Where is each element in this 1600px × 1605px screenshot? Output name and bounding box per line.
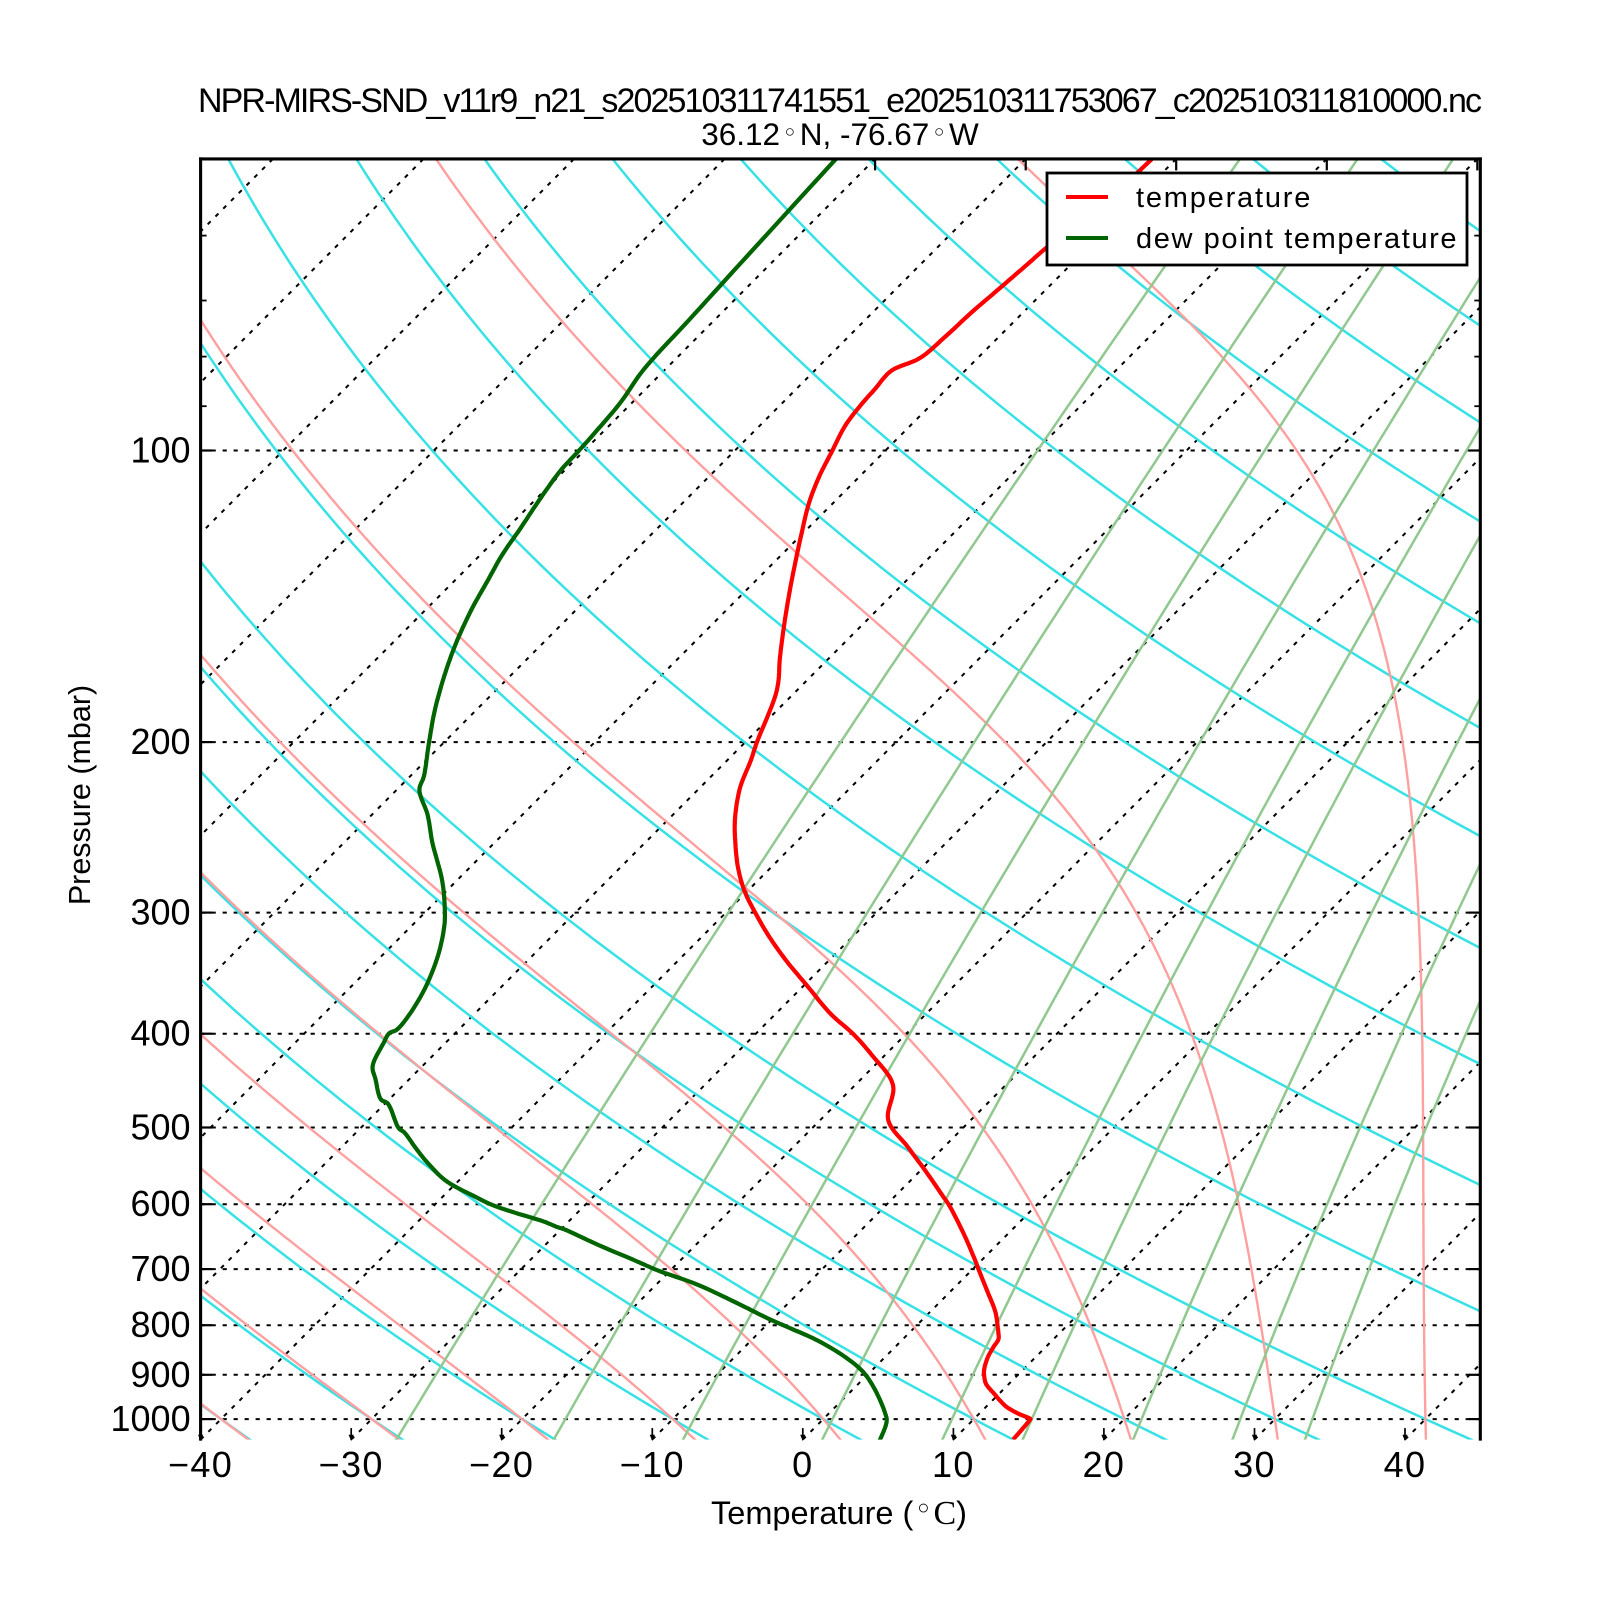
svg-text:20: 20 bbox=[1082, 1444, 1125, 1485]
svg-text:40: 40 bbox=[1384, 1444, 1427, 1485]
svg-text:36.12 ○ N, -76.67 ○ W: 36.12 ○ N, -76.67 ○ W bbox=[701, 116, 979, 152]
svg-text:100: 100 bbox=[131, 430, 191, 471]
svg-text:0: 0 bbox=[792, 1444, 813, 1485]
svg-text:300: 300 bbox=[131, 892, 191, 933]
svg-text:800: 800 bbox=[131, 1304, 191, 1345]
svg-text:600: 600 bbox=[131, 1183, 191, 1224]
svg-text:−40: −40 bbox=[168, 1444, 233, 1485]
svg-text:Pressure (mbar): Pressure (mbar) bbox=[63, 685, 97, 905]
svg-text:−30: −30 bbox=[319, 1444, 384, 1485]
svg-text:200: 200 bbox=[131, 721, 191, 762]
svg-text:NPR-MIRS-SND_v11r9_n21_s202510: NPR-MIRS-SND_v11r9_n21_s202510311741551_… bbox=[198, 82, 1482, 120]
svg-text:1000: 1000 bbox=[111, 1398, 191, 1439]
svg-text:dew point temperature: dew point temperature bbox=[1136, 223, 1458, 255]
svg-text:−10: −10 bbox=[620, 1444, 685, 1485]
svg-text:500: 500 bbox=[131, 1107, 191, 1148]
svg-text:30: 30 bbox=[1233, 1444, 1276, 1485]
svg-text:−20: −20 bbox=[469, 1444, 534, 1485]
svg-text:temperature: temperature bbox=[1136, 182, 1312, 214]
svg-text:10: 10 bbox=[932, 1444, 975, 1485]
svg-text:700: 700 bbox=[131, 1248, 191, 1289]
svg-text:900: 900 bbox=[131, 1354, 191, 1395]
svg-text:400: 400 bbox=[131, 1013, 191, 1054]
